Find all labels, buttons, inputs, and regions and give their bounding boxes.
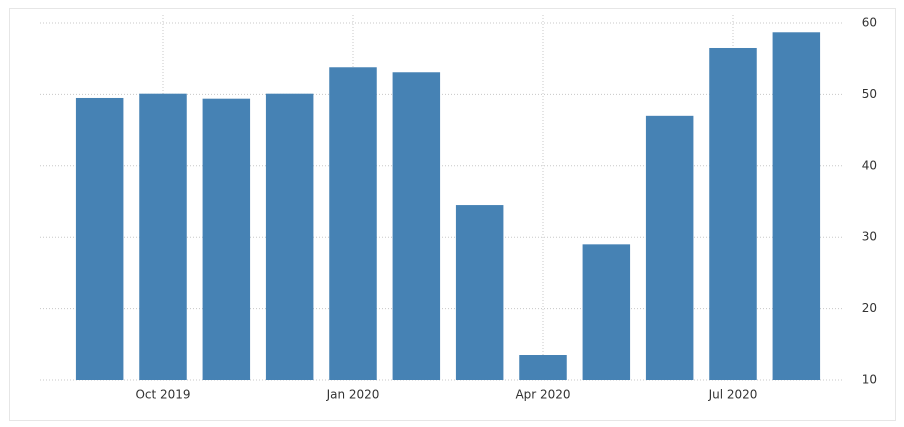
- bar: [582, 244, 631, 380]
- y-tick-label: 40: [862, 158, 877, 172]
- y-tick-label: 10: [862, 373, 877, 387]
- x-tick-label: Apr 2020: [515, 388, 570, 402]
- bar: [519, 355, 567, 380]
- bar: [455, 205, 504, 380]
- y-tick-label: 20: [862, 301, 877, 315]
- bar: [139, 93, 187, 380]
- bar: [265, 93, 314, 380]
- y-tick-label: 30: [862, 230, 877, 244]
- bar: [772, 32, 821, 380]
- x-tick-label: Jul 2020: [708, 388, 758, 402]
- bar: [329, 67, 377, 380]
- bar: [202, 98, 251, 381]
- bar: [75, 97, 124, 380]
- bar: [709, 47, 757, 381]
- y-tick-label: 60: [862, 16, 877, 30]
- y-tick-label: 50: [862, 87, 877, 101]
- bar: [645, 115, 694, 380]
- bar: [392, 72, 441, 381]
- x-tick-label: Jan 2020: [326, 388, 380, 402]
- x-tick-label: Oct 2019: [135, 388, 190, 402]
